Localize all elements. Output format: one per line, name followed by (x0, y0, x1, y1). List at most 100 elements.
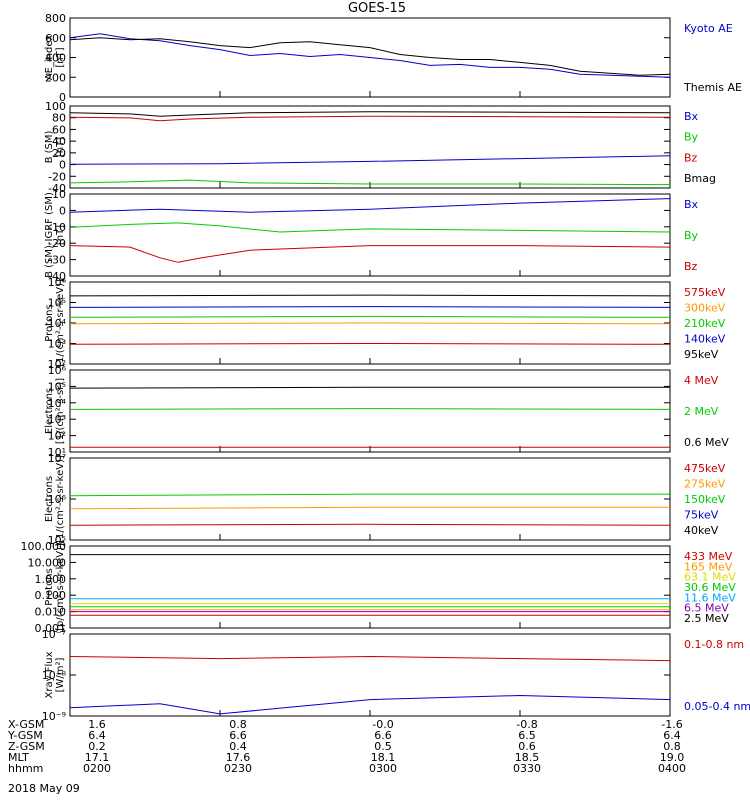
y-tick-label: 20 (52, 147, 66, 160)
y-axis-label: Xray Flux (44, 651, 55, 698)
y-tick-label: -20 (48, 170, 66, 183)
series-line-275keV (69, 506, 670, 510)
y-tick-label: 10.000 (28, 556, 67, 569)
y-tick-label: 10³ (48, 413, 66, 426)
ephemeris-value: 18.5 (515, 751, 540, 764)
y-tick-label: 10³ (48, 338, 66, 351)
series-line-150keV (69, 493, 670, 497)
series-line-0.1-0.8 nm (69, 655, 671, 662)
legend-entry: 475keV (684, 462, 726, 475)
legend-entry: 2 MeV (684, 405, 719, 418)
ephemeris-value: 6.5 (518, 729, 536, 742)
legend-entry: 95keV (684, 348, 719, 361)
ephemeris-value: 0.8 (229, 718, 247, 731)
y-tick-label: 10⁵ (48, 534, 66, 547)
ephemeris-value: 17.1 (85, 751, 110, 764)
y-axis-unit: [1/(cm²-s-sr-keV)] (55, 279, 66, 367)
y-tick-label: 0.010 (35, 606, 67, 619)
ephemeris-value: 6.4 (663, 729, 681, 742)
series-line-Bz (69, 245, 671, 263)
y-axis-label: Electrons (44, 476, 55, 522)
y-axis-unit: [nT] (55, 225, 66, 245)
y-tick-label: 10¹ (48, 446, 66, 459)
y-tick-label: -10 (48, 221, 66, 234)
panel-1: 0 200 400 600 800 AE_index [nT] Kyoto AE Themis … (44, 12, 742, 104)
legend-entry: 0.05-0.4 nm (684, 700, 750, 713)
figure-title: GOES-15 (348, 1, 406, 16)
y-tick-label: 10⁶ (48, 493, 67, 506)
y-tick-label: -30 (48, 254, 66, 267)
y-axis-unit: [W/m²] (55, 657, 66, 692)
legend-entry: 75keV (684, 509, 719, 522)
ephemeris-value: 6.6 (374, 729, 392, 742)
y-tick-label: 200 (45, 71, 66, 84)
legend-entry: 210keV (684, 317, 726, 330)
legend-entry: 2.5 MeV (684, 612, 729, 625)
legend-entry: 11.6 MeV (684, 591, 736, 604)
panel-frame (69, 457, 671, 541)
legend-entry: Bz (684, 151, 698, 164)
ephemeris-value: 17.6 (226, 751, 251, 764)
ephemeris-value: 0.8 (663, 740, 681, 753)
ephemeris-row-label: X-GSM (8, 718, 44, 731)
y-tick-label: 10⁷ (48, 452, 66, 465)
legend-entry: 6.5 MeV (684, 602, 729, 615)
ephemeris-value: 0.4 (229, 740, 247, 753)
ephemeris-value: 1.6 (88, 718, 106, 731)
ephemeris-value: 0230 (224, 762, 252, 775)
legend-entry: 30.6 MeV (684, 581, 736, 594)
legend-entry: 433 MeV (684, 550, 733, 563)
legend-entry: 0.6 MeV (684, 436, 729, 449)
y-tick-label: -40 (48, 270, 66, 283)
legend-entry: Bmag (684, 172, 716, 185)
series-line-2 MeV (69, 408, 671, 410)
y-tick-label: 10 (52, 188, 66, 201)
legend-entry: 63.1 MeV (684, 571, 736, 584)
legend-entry: 150keV (684, 493, 726, 506)
ephemeris-value: 18.1 (371, 751, 396, 764)
panel-3: -40 -30 -20 -10 0 10B (SM)-IGRF (SM) [nT] Bx By B… (44, 188, 699, 283)
y-tick-label: 10⁴ (48, 317, 67, 330)
series-line-Bx (69, 198, 671, 213)
y-tick-label: 0.100 (35, 589, 67, 602)
ephemeris-row-label: Y-GSM (7, 729, 43, 742)
panel-frame (69, 105, 671, 189)
series-line-0.05-0.4 nm (69, 694, 671, 715)
series-line-0.6 MeV (69, 386, 670, 389)
panel-frame (69, 193, 671, 277)
y-axis-unit: [p/(cm²-s-sr-keV)] (55, 543, 66, 631)
y-tick-label: 80 (52, 112, 66, 125)
legend-entry: 0.1-0.8 nm (684, 638, 744, 651)
series-line-475keV (69, 523, 671, 526)
y-tick-label: 60 (52, 123, 66, 136)
y-tick-label: 100.000 (21, 540, 67, 553)
ephemeris-value: -1.6 (661, 718, 682, 731)
legend-entry: 165 MeV (684, 560, 733, 573)
y-axis-unit: [nT] (55, 47, 66, 67)
y-tick-label: 100 (45, 100, 66, 113)
ephemeris-row-label: hhmm (8, 762, 43, 775)
legend-entry: Bz (684, 260, 698, 273)
series-line-575keV (69, 342, 671, 345)
ephemeris-row-label: MLT (8, 751, 29, 764)
legend-entry: 40keV (684, 524, 719, 537)
y-axis-unit: [1/(cm²-s-sr-keV)] (55, 455, 66, 543)
ephemeris-value: 6.6 (229, 729, 247, 742)
y-tick-label: 10⁻⁷ (42, 628, 66, 641)
y-tick-label: 0 (59, 159, 66, 172)
y-tick-label: 800 (45, 12, 66, 25)
y-tick-label: 10⁻⁹ (42, 710, 66, 723)
y-tick-label: 600 (45, 32, 66, 45)
series-line-Bx (69, 155, 671, 165)
date-label: 2018 May 09 (8, 782, 80, 795)
series-line-95keV (69, 294, 671, 297)
y-axis-unit: [nT] (55, 137, 66, 157)
series-line-300keV (69, 322, 671, 325)
legend-entry: 275keV (684, 478, 726, 491)
series-line-Bz (69, 115, 671, 122)
y-tick-label: -40 (48, 182, 66, 195)
legend-entry: 300keV (684, 302, 726, 315)
ephemeris-value: 0330 (513, 762, 541, 775)
